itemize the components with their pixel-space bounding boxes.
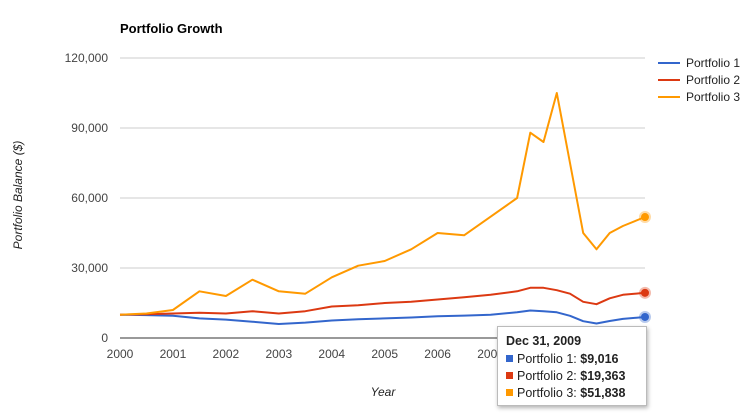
y-tick-label: 30,000 (71, 261, 108, 275)
legend-label: Portfolio 3 (686, 90, 740, 104)
y-axis-ticks: 0 30,000 60,000 90,000 120,000 (65, 51, 109, 345)
x-tick-label: 2001 (160, 347, 187, 361)
x-tick-label: 2004 (318, 347, 345, 361)
gridlines (120, 57, 645, 339)
tooltip-row-portfolio-1: Portfolio 1: $9,016 (506, 351, 638, 368)
x-tick-label: 2005 (371, 347, 398, 361)
legend-label: Portfolio 1 (686, 56, 740, 70)
tooltip-row-portfolio-3: Portfolio 3: $51,838 (506, 385, 638, 402)
legend: Portfolio 1 Portfolio 2 Portfolio 3 (658, 56, 740, 104)
y-tick-label: 90,000 (71, 121, 108, 135)
series-lines (119, 92, 646, 325)
tooltip-swatch (506, 389, 513, 396)
x-tick-label: 2006 (424, 347, 451, 361)
series-endpoints (639, 211, 651, 323)
series-endpoint-point (641, 288, 649, 297)
x-tick-label: 2003 (265, 347, 292, 361)
tooltip-swatch (506, 372, 513, 379)
series-line-portfolio-3 (119, 92, 646, 316)
tooltip-label: Portfolio 1: (517, 352, 577, 366)
tooltip-label: Portfolio 3: (517, 386, 577, 400)
tooltip-row-portfolio-2: Portfolio 2: $19,363 (506, 368, 638, 385)
tooltip-value: $51,838 (580, 386, 626, 400)
x-tick-label: 2002 (213, 347, 240, 361)
series-endpoint-point (641, 213, 649, 222)
tooltip-label: Portfolio 2: (517, 369, 577, 383)
series-line-portfolio-1 (119, 309, 646, 325)
tooltip-value: $9,016 (580, 352, 619, 366)
x-tick-label: 2000 (107, 347, 134, 361)
x-axis-title: Year (371, 385, 397, 399)
series-line-portfolio-2 (119, 286, 646, 316)
y-tick-label: 0 (101, 331, 108, 345)
x-axis-ticks: 2000 2001 2002 2003 2004 2005 2006 2007 (107, 347, 505, 361)
series-endpoint-point (641, 312, 649, 321)
hover-tooltip: Dec 31, 2009 Portfolio 1: $9,016 Portfol… (497, 326, 647, 406)
y-tick-label: 60,000 (71, 191, 108, 205)
legend-label: Portfolio 2 (686, 73, 740, 87)
tooltip-swatch (506, 355, 513, 362)
chart-title: Portfolio Growth (120, 21, 223, 36)
tooltip-date: Dec 31, 2009 (506, 334, 582, 348)
tooltip-value: $19,363 (580, 369, 626, 383)
y-tick-label: 120,000 (65, 51, 109, 65)
y-axis-title: Portfolio Balance ($) (11, 141, 25, 250)
